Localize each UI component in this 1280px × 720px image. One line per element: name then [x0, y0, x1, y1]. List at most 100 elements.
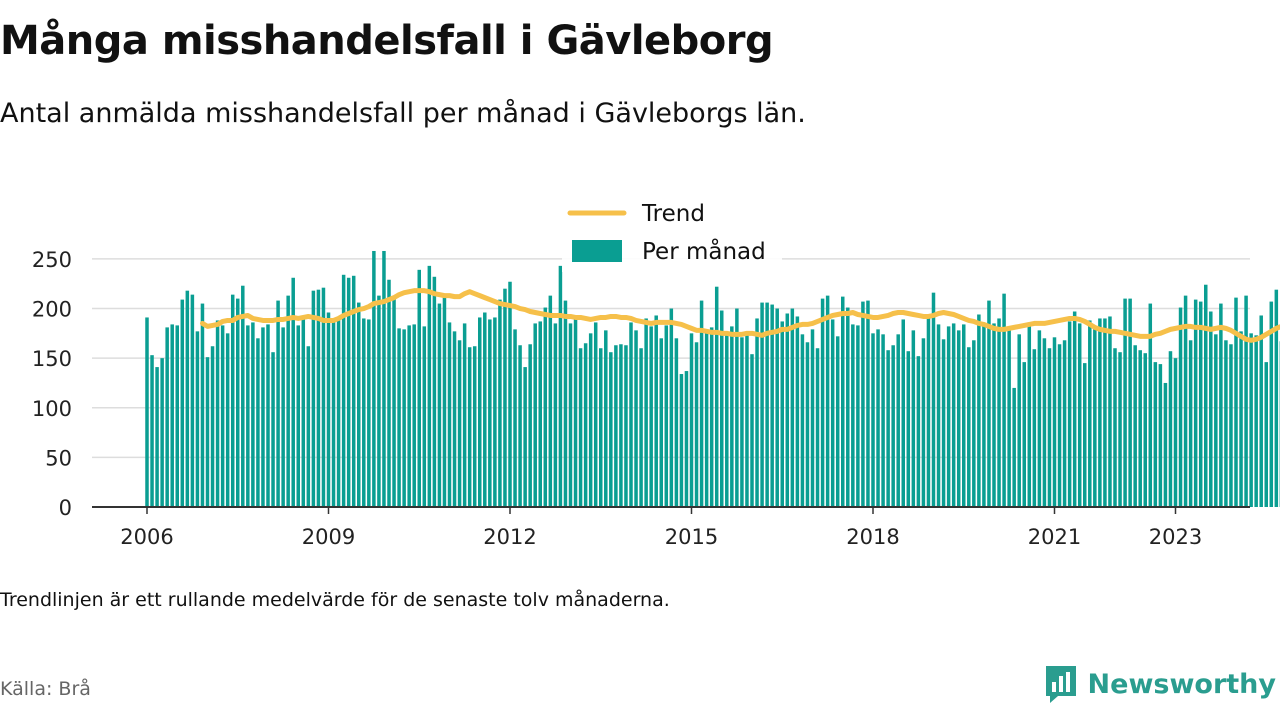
bar [427, 265, 432, 507]
bar [599, 348, 603, 507]
bar [1067, 321, 1072, 507]
bar [291, 277, 295, 507]
bar [941, 339, 946, 507]
x-tick-label: 2006 [120, 525, 173, 549]
x-tick-label: 2015 [665, 525, 718, 549]
bar [1249, 333, 1253, 507]
bar [830, 319, 835, 507]
bar [1183, 295, 1188, 507]
bar [730, 326, 734, 507]
bar [810, 329, 815, 507]
legend-bar-label: Per månad [642, 237, 766, 265]
chart-title: Många misshandelsfall i Gävleborg [0, 18, 774, 64]
bar [972, 340, 976, 507]
bar [725, 332, 729, 507]
bar [1072, 311, 1077, 507]
bar [714, 286, 719, 507]
bar [745, 331, 749, 507]
bar [452, 331, 457, 507]
bar [962, 324, 966, 507]
bar [609, 352, 613, 507]
x-tick-label: 2023 [1149, 525, 1202, 549]
bar [1143, 353, 1147, 507]
bar [583, 343, 588, 507]
bar [1133, 345, 1137, 507]
bar [1007, 328, 1011, 507]
bar [851, 324, 855, 507]
y-tick-label: 200 [32, 298, 72, 322]
bar [871, 333, 875, 507]
bar [523, 367, 527, 507]
bar [256, 338, 260, 507]
bar [286, 295, 290, 507]
y-tick-label: 50 [45, 446, 72, 470]
bar [326, 312, 331, 507]
bar [1234, 297, 1238, 507]
bar [442, 295, 447, 507]
bar [165, 327, 169, 507]
bar [997, 318, 1001, 507]
bar [735, 308, 739, 507]
bar [276, 300, 280, 507]
bar [1219, 303, 1223, 507]
bar [1204, 284, 1208, 507]
bar [402, 329, 406, 507]
bar [387, 279, 391, 507]
bar [780, 321, 784, 507]
bar [1264, 362, 1268, 507]
bar [372, 250, 376, 508]
bar [377, 295, 381, 507]
bar [392, 296, 396, 507]
bar [1032, 349, 1037, 507]
bar [896, 334, 900, 507]
bar [699, 300, 704, 507]
bar [639, 348, 643, 507]
bar [311, 290, 316, 507]
bar [891, 345, 895, 507]
bar [503, 288, 507, 507]
bar [432, 276, 437, 507]
bar [331, 319, 336, 507]
bar [654, 315, 658, 507]
bar [200, 303, 205, 507]
bar [820, 298, 825, 507]
bar [437, 303, 442, 507]
bar [674, 338, 679, 507]
bar [1153, 362, 1158, 507]
bar [528, 344, 532, 507]
bar [467, 347, 472, 507]
bar [215, 320, 220, 507]
bar [644, 318, 648, 507]
bar [493, 317, 497, 507]
bar [679, 374, 684, 507]
bar [1098, 318, 1102, 507]
bar [205, 357, 210, 507]
bar [1113, 348, 1117, 507]
bar [1178, 307, 1183, 507]
bar [316, 289, 321, 507]
bar [967, 347, 971, 507]
bar [770, 304, 774, 507]
bar [1077, 323, 1082, 507]
bar [543, 307, 548, 507]
bar [472, 346, 477, 507]
bar [1259, 315, 1263, 507]
bar [422, 326, 427, 507]
bar [740, 337, 744, 507]
bar [987, 300, 991, 507]
bar [856, 325, 860, 507]
bar [341, 274, 346, 507]
bar [478, 317, 482, 507]
bar [704, 330, 709, 507]
bar [720, 310, 724, 507]
bar [709, 327, 714, 507]
bar [982, 326, 986, 507]
bar [901, 319, 905, 507]
bar [825, 295, 830, 507]
bar [694, 342, 699, 507]
bar [689, 333, 694, 507]
bar [835, 336, 840, 507]
y-tick-label: 0 [59, 496, 72, 520]
y-tick-label: 100 [32, 397, 72, 421]
bar [1198, 301, 1203, 507]
